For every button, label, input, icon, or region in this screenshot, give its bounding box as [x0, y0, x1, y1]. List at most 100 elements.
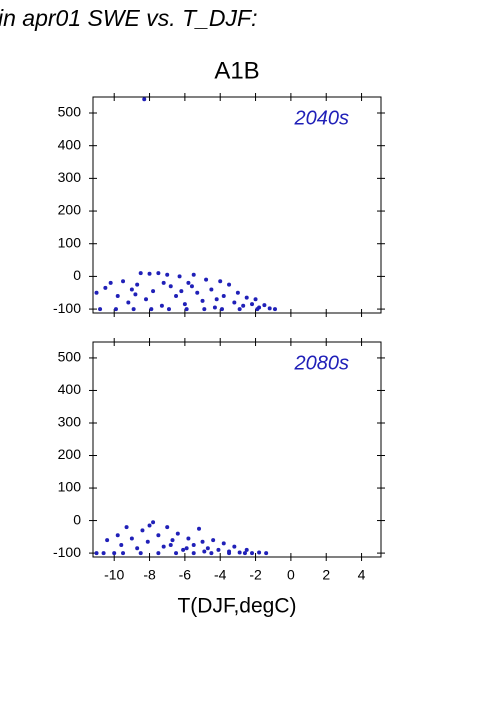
- y-tick-label: 200: [58, 446, 82, 462]
- data-point: [151, 520, 156, 525]
- data-point: [124, 525, 129, 530]
- data-point: [244, 547, 249, 552]
- data-point: [267, 306, 272, 311]
- data-point: [242, 551, 247, 556]
- data-point: [241, 303, 246, 308]
- data-point: [175, 531, 180, 536]
- y-tick-label: 0: [73, 511, 81, 527]
- figure-subtitle: A1B: [214, 57, 259, 84]
- data-point: [119, 542, 124, 547]
- x-tick-label: 0: [287, 567, 295, 583]
- data-point: [138, 271, 143, 276]
- plot-frame: [92, 341, 382, 558]
- y-tick-label: -100: [53, 544, 81, 560]
- data-point: [189, 284, 194, 289]
- data-point: [255, 307, 260, 312]
- data-point: [149, 307, 154, 312]
- x-tick-label: -10: [104, 567, 124, 583]
- data-point: [191, 272, 196, 277]
- x-tick-label: 4: [358, 567, 366, 583]
- data-point: [121, 551, 126, 556]
- figure-title: in apr01 SWE vs. T_DJF:: [0, 5, 257, 31]
- data-point: [156, 271, 161, 276]
- data-point: [184, 307, 189, 312]
- data-point: [244, 295, 249, 300]
- data-point: [179, 289, 184, 294]
- y-tick-label: 200: [58, 202, 82, 218]
- data-point: [237, 307, 242, 312]
- data-point: [156, 533, 161, 538]
- data-point: [174, 294, 179, 299]
- data-point: [184, 546, 189, 551]
- data-point: [209, 287, 214, 292]
- y-tick-label: 100: [58, 234, 82, 250]
- data-point: [204, 277, 209, 282]
- data-point: [257, 550, 262, 555]
- data-point: [138, 551, 143, 556]
- data-point: [182, 302, 187, 307]
- data-point: [129, 536, 134, 541]
- data-point: [112, 551, 117, 556]
- data-point: [272, 307, 277, 312]
- data-point: [168, 542, 173, 547]
- y-tick-label: 100: [58, 479, 82, 495]
- data-point: [235, 290, 240, 295]
- x-tick-label: -4: [214, 567, 227, 583]
- data-point: [214, 297, 219, 302]
- x-tick-label: -2: [249, 567, 262, 583]
- data-point: [211, 538, 216, 543]
- x-tick-label: -6: [179, 567, 192, 583]
- data-point: [195, 290, 200, 295]
- data-point: [191, 551, 196, 556]
- data-point: [205, 546, 210, 551]
- data-point: [98, 307, 103, 312]
- data-point: [221, 294, 226, 299]
- data-point: [126, 300, 131, 305]
- y-tick-label: 0: [73, 267, 81, 283]
- data-point: [145, 539, 150, 544]
- data-point: [191, 542, 196, 547]
- data-point: [161, 544, 166, 549]
- data-point: [216, 547, 221, 552]
- data-point: [165, 525, 170, 530]
- data-point: [94, 290, 99, 295]
- data-point: [159, 303, 164, 308]
- data-point: [129, 287, 134, 292]
- data-point: [174, 551, 179, 556]
- data-point: [135, 546, 140, 551]
- data-point: [264, 551, 269, 556]
- data-point: [140, 528, 145, 533]
- x-tick-label: -8: [143, 567, 156, 583]
- data-point: [200, 298, 205, 303]
- data-point: [202, 307, 207, 312]
- data-point: [209, 551, 214, 556]
- data-point: [166, 307, 171, 312]
- data-point: [135, 282, 140, 287]
- data-point: [177, 274, 182, 279]
- x-tick-label: 2: [322, 567, 330, 583]
- data-point: [156, 551, 161, 556]
- data-point: [250, 551, 255, 556]
- data-point: [186, 536, 191, 541]
- data-point: [151, 289, 156, 294]
- x-axis-label: T(DJF,degC): [177, 595, 296, 618]
- data-point: [200, 539, 205, 544]
- data-point: [113, 307, 118, 312]
- data-point: [253, 297, 258, 302]
- data-point: [212, 305, 217, 310]
- data-point: [121, 279, 126, 284]
- y-tick-label: 500: [58, 349, 82, 365]
- y-tick-label: 400: [58, 381, 82, 397]
- data-point: [165, 272, 170, 277]
- data-point: [131, 307, 136, 312]
- data-point: [221, 541, 226, 546]
- y-tick-label: 400: [58, 136, 82, 152]
- data-point: [147, 271, 152, 276]
- panel-annotation: 2080s: [294, 352, 350, 374]
- data-point: [115, 533, 120, 538]
- data-point: [232, 300, 237, 305]
- y-tick-label: 300: [58, 414, 82, 430]
- data-point: [219, 307, 224, 312]
- data-point: [227, 282, 232, 287]
